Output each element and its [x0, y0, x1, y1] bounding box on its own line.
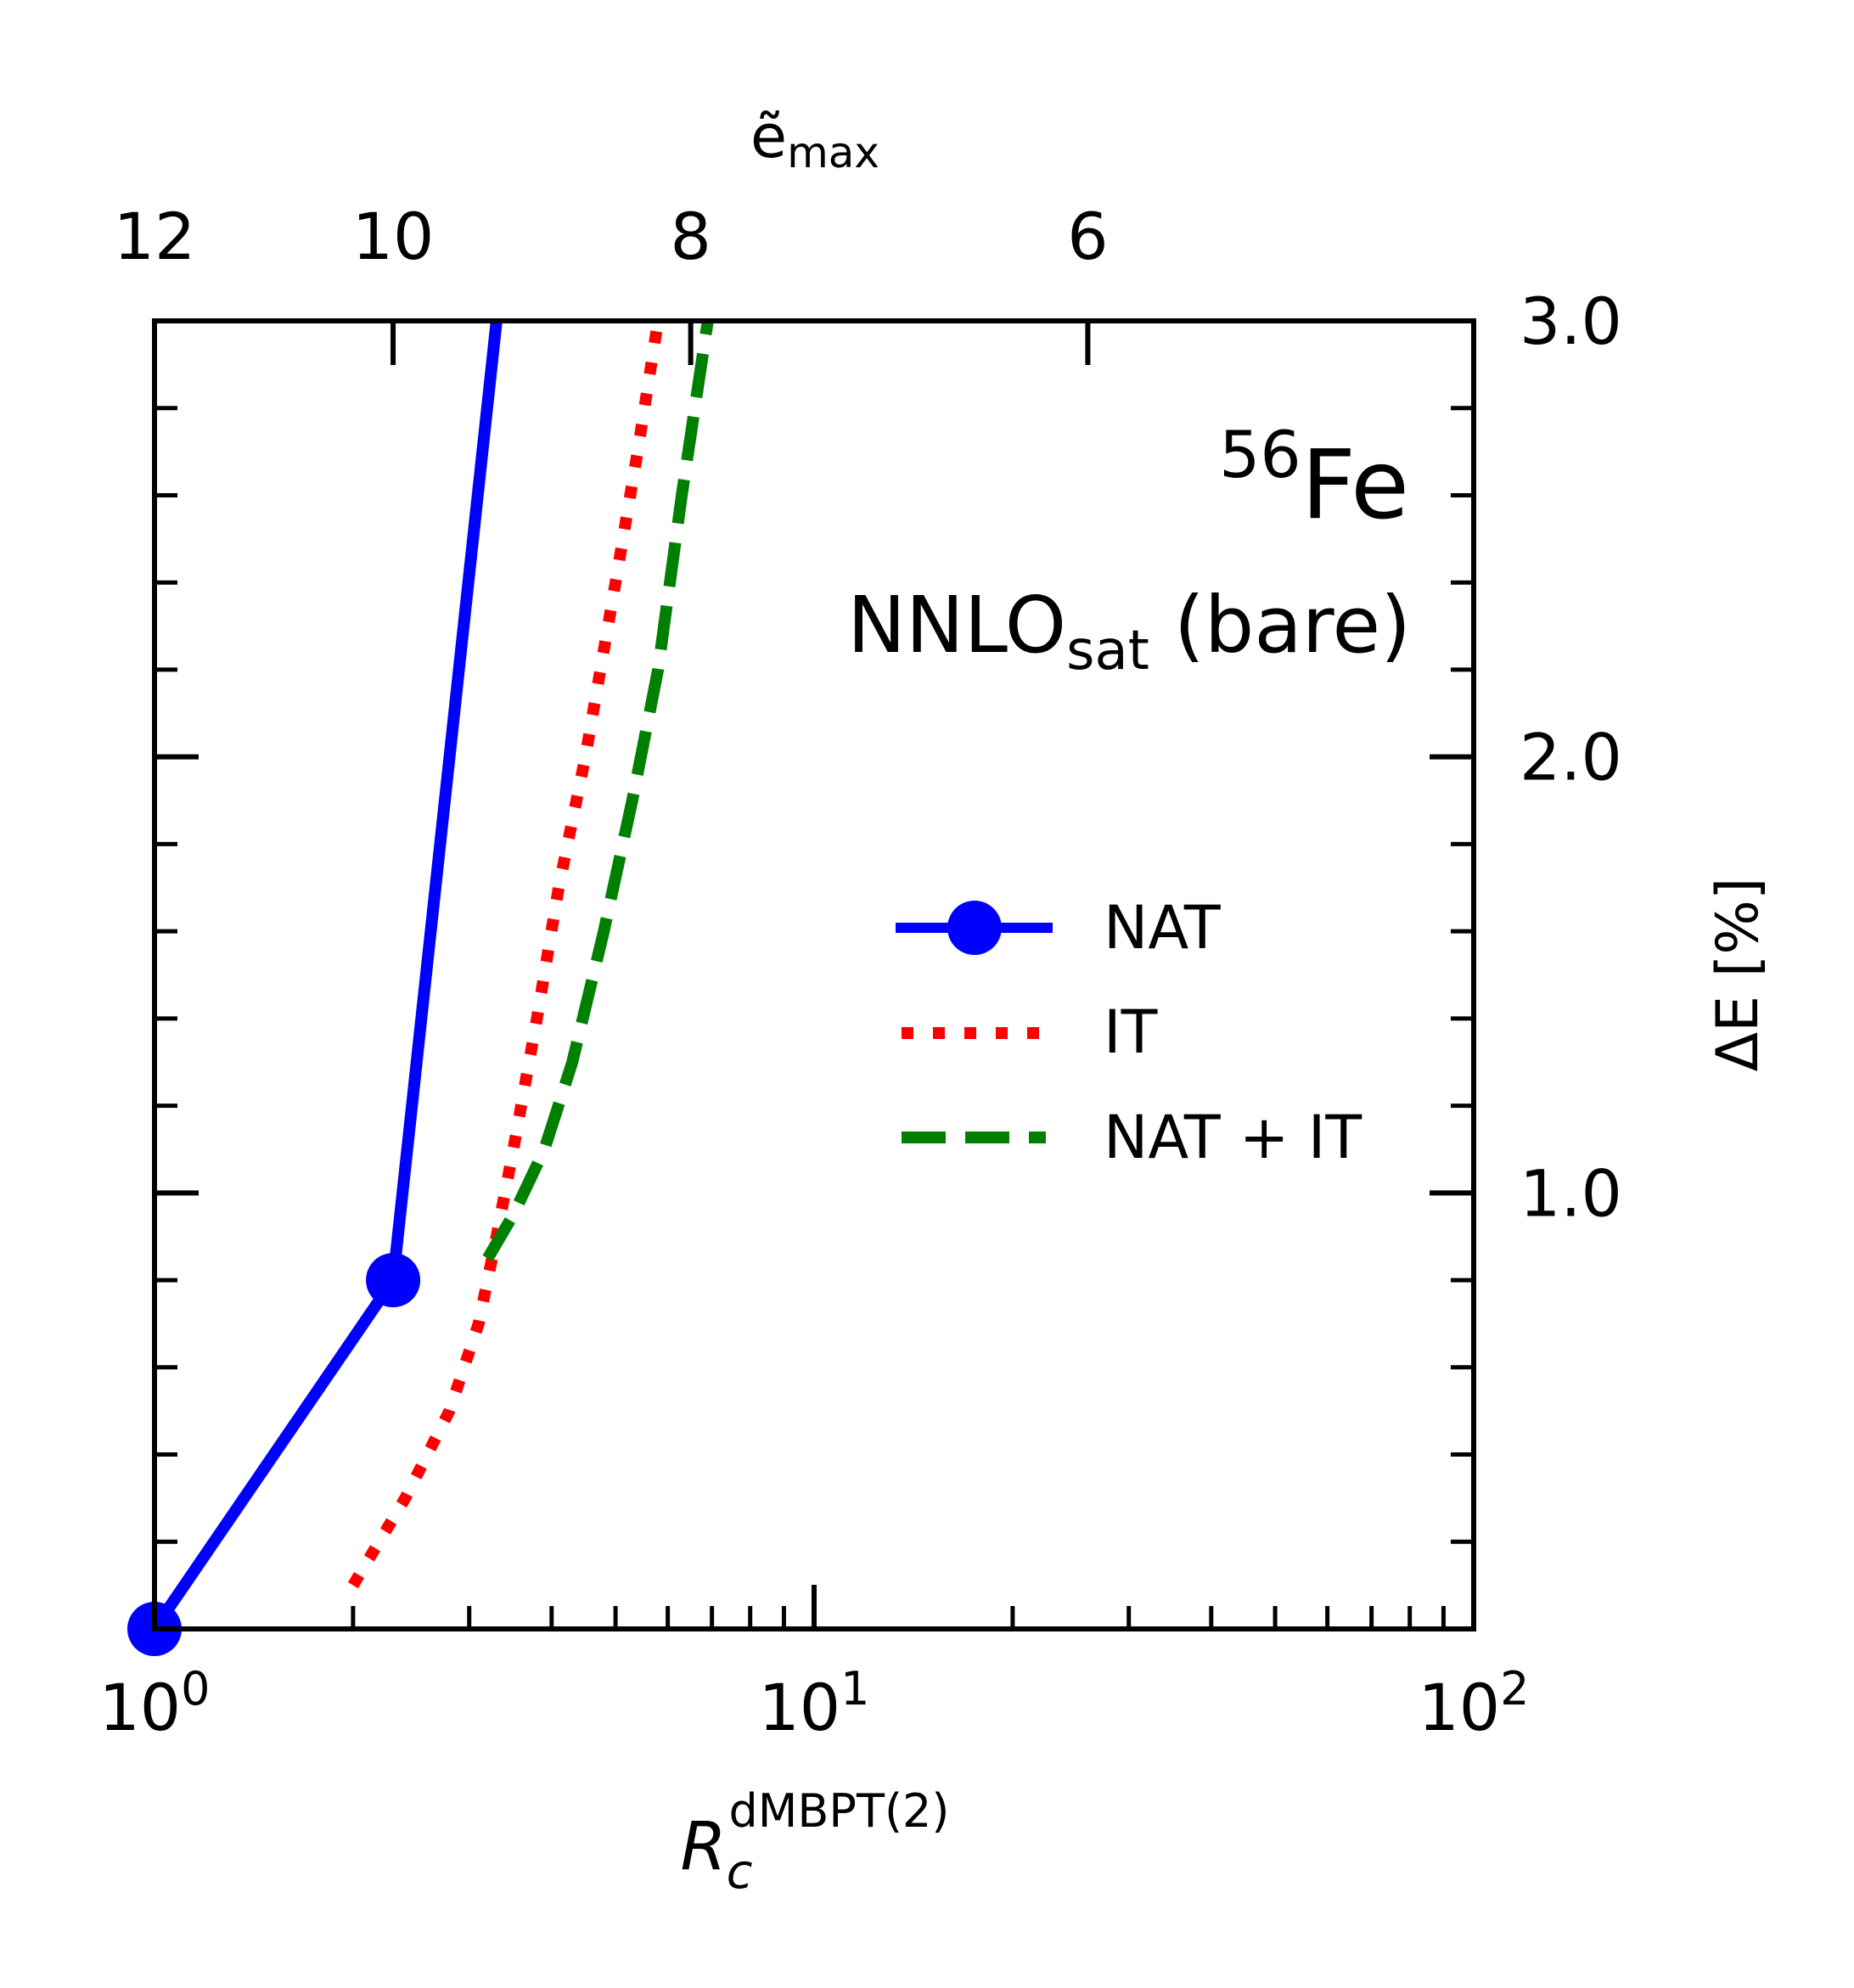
y-tick-label: 1.0: [1520, 1155, 1622, 1231]
y-tick-label: 3.0: [1520, 284, 1622, 359]
top-tick-label: 6: [1067, 199, 1108, 274]
interaction-suffix: (bare): [1149, 580, 1411, 671]
series-line-it: [347, 319, 665, 1589]
legend-nat-marker: [947, 901, 1002, 955]
legend-item-nat-it: NAT + IT: [902, 1103, 1362, 1172]
x-axis-label-sup: dMBPT(2): [729, 1784, 950, 1838]
x-tick-label-exponent: 0: [181, 1662, 210, 1716]
legend: NAT IT NAT + IT: [896, 893, 1362, 1172]
x-axis-label-sub: c: [727, 1845, 753, 1900]
series-line-nat: [149, 320, 503, 1632]
nucleus-symbol: Fe: [1301, 430, 1409, 541]
x-tick-label-exponent: 1: [840, 1662, 869, 1716]
top-axis-label: ẽmax: [750, 102, 879, 177]
legend-nat-it-label: NAT + IT: [1104, 1103, 1362, 1172]
y-tick-label: 2.0: [1520, 720, 1622, 795]
x-tick-label-base: 10: [98, 1670, 181, 1745]
x-tick-label: 100: [98, 1662, 210, 1745]
nucleus-mass: 56: [1219, 417, 1301, 492]
top-axis-label-sub: max: [787, 128, 879, 177]
plot-frame: [152, 318, 1476, 1631]
x-tick-label: 101: [758, 1662, 869, 1745]
interaction-sub: sat: [1066, 620, 1149, 682]
interaction-annotation: NNLOsat (bare): [847, 580, 1411, 682]
legend-item-nat: NAT: [896, 893, 1221, 963]
x-axis-label: Rc dMBPT(2): [681, 1784, 950, 1900]
legend-item-it: IT: [902, 997, 1158, 1067]
top-tick-label: 12: [114, 199, 196, 274]
x-tick-label: 102: [1418, 1662, 1529, 1745]
nucleus-annotation: 56Fe: [1219, 417, 1409, 541]
top-axis-label-main: ẽ: [750, 102, 787, 171]
interaction-main: NNLO: [847, 580, 1066, 671]
legend-it-label: IT: [1104, 997, 1158, 1067]
series-layer: [127, 319, 714, 1656]
series-line-nat-it: [482, 319, 714, 1261]
y-axis-label: ΔE [%]: [1705, 878, 1772, 1072]
top-tick-label: 10: [352, 199, 435, 274]
legend-nat-label: NAT: [1104, 893, 1221, 963]
x-tick-label-exponent: 2: [1500, 1662, 1529, 1716]
series-marker-nat: [366, 1253, 421, 1308]
x-axis-label-main: R: [681, 1809, 727, 1885]
x-tick-label-base: 10: [758, 1670, 840, 1745]
x-tick-label-base: 10: [1418, 1670, 1500, 1745]
top-tick-label: 8: [670, 199, 711, 274]
